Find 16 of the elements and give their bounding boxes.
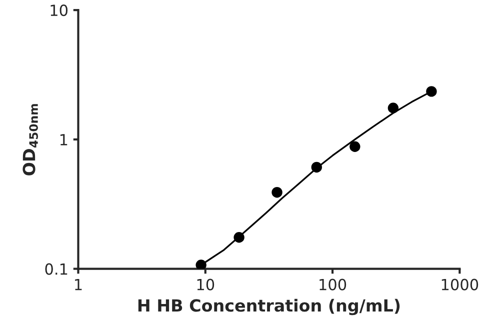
x-tick-label: 100	[320, 278, 346, 290]
x-axis-title: H HB Concentration (ng/mL)	[138, 298, 400, 316]
point	[196, 260, 206, 269]
y-tick-label: 0.1	[45, 263, 68, 275]
x-tick-label: 1	[75, 278, 82, 290]
y-tick-label: 10	[50, 4, 68, 16]
x-tick-label: 10	[197, 278, 214, 290]
point	[234, 232, 244, 243]
x-tick-label: 1000	[442, 278, 478, 290]
point	[311, 162, 322, 173]
point	[350, 141, 360, 152]
point	[388, 102, 399, 114]
point	[426, 86, 437, 97]
point	[272, 186, 282, 198]
y-axis-title: OD$_{450nm}$	[22, 104, 38, 176]
y-tick-label: 1	[60, 134, 68, 146]
